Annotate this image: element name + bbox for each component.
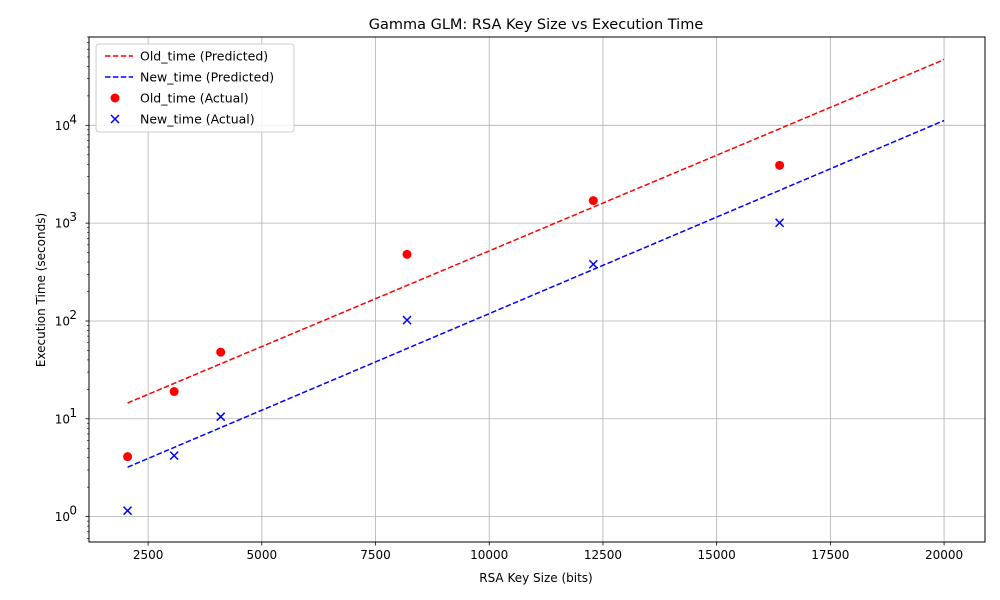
x-tick-label: 10000: [470, 548, 508, 562]
legend-swatch-old-time-actual: [110, 93, 120, 103]
new-time-actual-point: [588, 259, 598, 269]
x-axis: 2500 5000 7500 10000 12500 15000 17500 20000: [133, 542, 963, 562]
old-time-actual-point: [588, 196, 598, 206]
x-tick-label: 2500: [133, 548, 164, 562]
y-tick-exponent: 0: [69, 504, 77, 518]
y-tick-exponent: 3: [69, 210, 77, 224]
old-time-actual-point: [775, 160, 785, 170]
chart-title: Gamma GLM: RSA Key Size vs Execution Tim…: [369, 17, 704, 33]
y-tick-exponent: 2: [69, 308, 77, 322]
new-time-actual-point: [402, 315, 412, 325]
y-tick-label: 10: [55, 314, 70, 328]
x-tick-label: 12500: [584, 548, 622, 562]
legend: Old_time (Predicted) New_time (Predicted)…: [95, 43, 295, 133]
old-time-predicted-line: [127, 58, 945, 404]
x-tick-label: 5000: [247, 548, 278, 562]
old-time-actual-point: [216, 347, 226, 357]
y-axis-label: Execution Time (seconds): [34, 213, 48, 367]
new-time-actual-point: [216, 412, 226, 422]
x-tick-label: 20000: [925, 548, 963, 562]
y-tick-exponent: 4: [69, 112, 77, 126]
legend-swatch-new-time-actual: [110, 114, 120, 124]
new-time-actual-point: [123, 506, 133, 516]
axes-frame: [88, 36, 986, 543]
old-time-actual-point: [402, 249, 412, 259]
y-tick-label: 10: [55, 412, 70, 426]
legend-label-old-time-predicted: Old_time (Predicted): [140, 49, 268, 64]
new-time-predicted-line: [127, 119, 945, 468]
legend-label-new-time-actual: New_time (Actual): [140, 112, 255, 127]
legend-label-new-time-predicted: New_time (Predicted): [140, 70, 274, 85]
y-tick-label: 10: [55, 217, 70, 231]
y-tick-exponent: 1: [69, 406, 77, 420]
y-tick-label: 10: [55, 119, 70, 133]
new-time-actual-point: [169, 451, 179, 461]
x-tick-label: 7500: [360, 548, 391, 562]
plot-area: [123, 58, 945, 516]
old-time-actual-point: [123, 452, 133, 462]
legend-label-old-time-actual: Old_time (Actual): [140, 91, 249, 106]
x-tick-label: 17500: [811, 548, 849, 562]
old-time-actual-point: [169, 387, 179, 397]
x-tick-label: 15000: [698, 548, 736, 562]
x-axis-label: RSA Key Size (bits): [479, 571, 593, 585]
new-time-actual-point: [775, 218, 785, 228]
legend-box: [95, 43, 295, 133]
y-tick-label: 10: [55, 510, 70, 524]
